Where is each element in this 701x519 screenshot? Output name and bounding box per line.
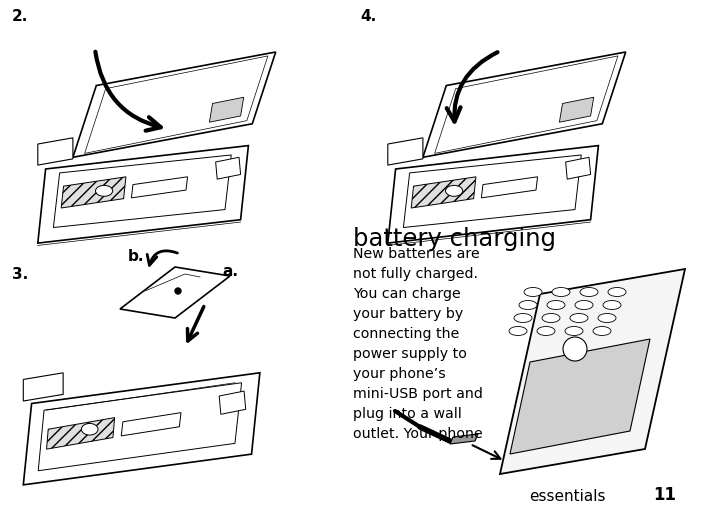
Polygon shape [566, 157, 591, 179]
Ellipse shape [519, 301, 537, 309]
Ellipse shape [565, 326, 583, 335]
Ellipse shape [603, 301, 621, 309]
Polygon shape [121, 413, 181, 436]
Polygon shape [411, 177, 476, 208]
Polygon shape [120, 267, 230, 318]
Polygon shape [482, 177, 538, 198]
Polygon shape [23, 373, 63, 401]
Polygon shape [510, 339, 650, 454]
Text: battery charging: battery charging [353, 227, 556, 251]
Polygon shape [216, 157, 240, 179]
Polygon shape [85, 56, 268, 154]
Ellipse shape [575, 301, 593, 309]
Text: 3.: 3. [12, 267, 28, 282]
Polygon shape [23, 373, 260, 485]
Polygon shape [403, 155, 581, 227]
Text: 11: 11 [653, 486, 676, 504]
Text: New batteries are
not fully charged.
You can charge
your battery by
connecting t: New batteries are not fully charged. You… [353, 247, 483, 442]
Polygon shape [46, 418, 114, 449]
Circle shape [563, 337, 587, 361]
Polygon shape [39, 383, 242, 471]
Text: b.: b. [128, 249, 144, 264]
Polygon shape [388, 138, 423, 165]
Circle shape [175, 288, 181, 294]
Text: a.: a. [222, 264, 238, 279]
Polygon shape [388, 146, 599, 243]
Text: 4.: 4. [360, 9, 376, 24]
Polygon shape [61, 177, 126, 208]
Ellipse shape [542, 313, 560, 322]
Text: 2.: 2. [12, 9, 28, 24]
Ellipse shape [524, 288, 542, 296]
Polygon shape [38, 146, 248, 243]
Polygon shape [219, 391, 246, 414]
Ellipse shape [81, 424, 98, 435]
Ellipse shape [598, 313, 616, 322]
Polygon shape [73, 52, 275, 157]
Ellipse shape [509, 326, 527, 335]
Ellipse shape [95, 185, 113, 196]
Ellipse shape [570, 313, 588, 322]
Ellipse shape [608, 288, 626, 296]
Polygon shape [423, 52, 626, 157]
Text: essentials: essentials [529, 489, 606, 504]
Polygon shape [210, 97, 244, 122]
Ellipse shape [514, 313, 532, 322]
Ellipse shape [547, 301, 565, 309]
Polygon shape [38, 138, 73, 165]
Polygon shape [435, 56, 618, 154]
Polygon shape [559, 97, 594, 122]
Ellipse shape [593, 326, 611, 335]
Polygon shape [450, 434, 478, 444]
Polygon shape [131, 177, 188, 198]
Ellipse shape [537, 326, 555, 335]
Ellipse shape [552, 288, 570, 296]
Ellipse shape [446, 185, 463, 196]
Polygon shape [53, 155, 231, 227]
Ellipse shape [580, 288, 598, 296]
Polygon shape [500, 269, 685, 474]
